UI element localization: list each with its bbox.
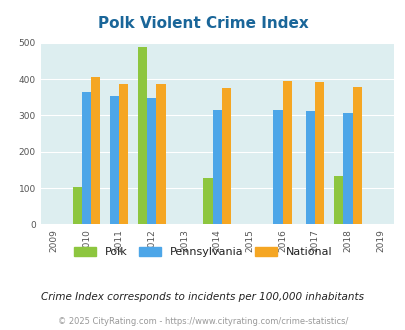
Bar (352, 87, 361, 224)
Bar (91, 77, 100, 224)
Bar (282, 81, 291, 224)
Legend: Polk, Pennsylvania, National: Polk, Pennsylvania, National (69, 242, 336, 262)
Bar (119, 84, 128, 224)
Bar (72, 187, 82, 224)
Bar (273, 110, 282, 224)
Text: © 2025 CityRating.com - https://www.cityrating.com/crime-statistics/: © 2025 CityRating.com - https://www.city… (58, 317, 347, 326)
Text: Crime Index corresponds to incidents per 100,000 inhabitants: Crime Index corresponds to incidents per… (41, 292, 364, 302)
Bar (343, 113, 352, 224)
Bar (305, 111, 315, 224)
Bar (221, 88, 230, 224)
Bar (333, 177, 343, 224)
Bar (156, 84, 165, 224)
Bar (212, 110, 221, 224)
Bar (315, 82, 324, 224)
Bar (110, 96, 119, 224)
Bar (82, 92, 91, 224)
Text: Polk Violent Crime Index: Polk Violent Crime Index (97, 16, 308, 31)
Bar (138, 47, 147, 224)
Bar (203, 178, 212, 224)
Bar (147, 98, 156, 224)
